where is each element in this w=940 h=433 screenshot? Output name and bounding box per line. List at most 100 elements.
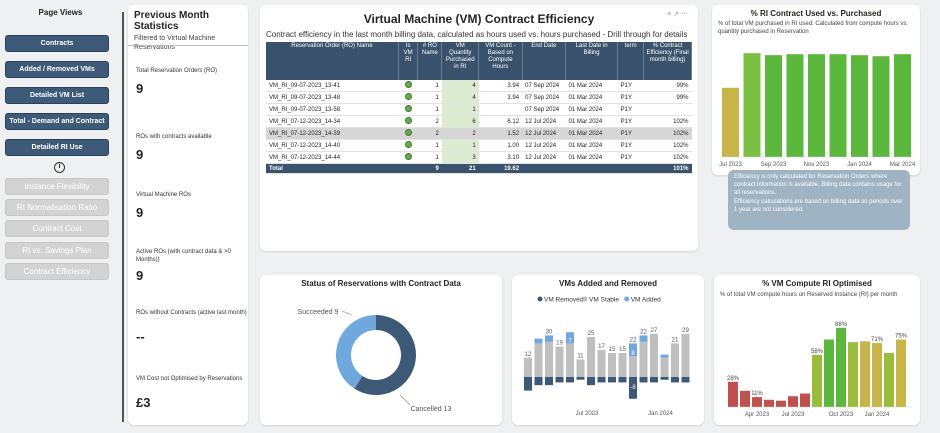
optimised-subtitle: % of total VM compute hours on Reserved …	[720, 292, 898, 298]
table-cell: 6	[441, 115, 479, 128]
table-row[interactable]: VM_RI_09-07-2023_13-48 1 4 3.94 07 Sep 2024 0…	[266, 91, 692, 104]
stat-label: VM Cost not Optimised by Reservations	[136, 376, 243, 382]
total-cell	[398, 163, 418, 174]
table-header-cell[interactable]: Reservation Order (RO) Name	[266, 42, 399, 80]
table-row[interactable]: VM_RI_09-07-2023_13-58 1 1 07 Sep 2024 01 Ma…	[266, 103, 692, 116]
nav-disabled-instance-flexibility: Instance Flexibility	[5, 178, 109, 195]
table-cell: 01 Mar 2024	[565, 139, 618, 152]
table-cell: 07 Sep 2024	[522, 91, 566, 104]
optimised-bar	[776, 400, 786, 407]
x-tick-label: Jul 2023	[576, 411, 599, 417]
vm-removed-bar	[618, 377, 627, 383]
check-icon	[404, 141, 412, 148]
stat-label: ROs without Contracts (active last month…	[136, 310, 247, 316]
optimised-bar	[812, 354, 822, 407]
table-cell: 99%	[643, 80, 692, 92]
table-row[interactable]: VM_RI_07-12-2023_14-39 2 2 1.52 12 Jul 2024 0…	[266, 127, 692, 140]
table-cell: 1	[417, 151, 442, 164]
table-row[interactable]: VM_RI_09-07-2023_13-41 1 4 3.94 07 Sep 2024 0…	[266, 80, 692, 92]
value-label: 15	[609, 347, 616, 353]
table-cell	[643, 103, 692, 116]
nav-button-detailed-ri-use[interactable]: Detailed RI Use	[5, 139, 109, 156]
table-cell: 07 Sep 2024	[522, 80, 566, 92]
value-label: 29	[682, 328, 689, 334]
vm-stable-bar	[629, 356, 637, 377]
value-label: 25	[588, 331, 595, 337]
nav-divider	[122, 12, 124, 422]
x-tick-label: Sep 2023	[761, 162, 787, 168]
vm-removed-bar	[534, 377, 543, 386]
table-total-row: Total 9 21 19.62 101%	[266, 163, 692, 174]
table-header-cell[interactable]: End Date	[522, 42, 567, 80]
x-tick-label: Apr 2023	[745, 412, 770, 418]
vm-stable-bar	[671, 343, 679, 377]
legend-label: VM Stable	[589, 297, 619, 304]
value-label: 27	[651, 328, 658, 334]
total-cell: 101%	[643, 163, 692, 174]
table-header-cell[interactable]: VM Quantity Purchased in RI	[441, 42, 480, 80]
table-cell: 01 Mar 2024	[565, 115, 618, 128]
ri-used-tooltip: Efficiency is only calculated for Reserv…	[728, 170, 910, 230]
table-cell: P1Y	[617, 80, 644, 92]
total-cell	[565, 163, 618, 174]
value-label: 22	[630, 337, 637, 343]
table-cell	[398, 139, 418, 152]
table-cell: VM_RI_09-07-2023_13-58	[266, 103, 399, 116]
optimised-bar	[728, 381, 738, 407]
table-cell: 12 Jul 2024	[522, 127, 566, 140]
table-row[interactable]: VM_RI_07-12-2023_14-40 1 1 1.00 12 Jul 2024 0…	[266, 139, 692, 152]
table-cell: 102%	[643, 139, 692, 152]
table-row[interactable]: VM_RI_07-12-2023_14-44 1 3 3.10 12 Jul 2024 0…	[266, 151, 692, 164]
optimised-bar	[896, 339, 906, 407]
table-cell: 1	[417, 91, 442, 104]
visual-header-icons[interactable]: ≡ ↗ ⋯	[667, 11, 688, 18]
table-cell: VM_RI_07-12-2023_14-34	[266, 115, 399, 128]
table-header-cell[interactable]: term	[617, 42, 645, 80]
stat-label: ROs with contracts available	[136, 134, 212, 140]
table-header-cell[interactable]: % Contract Efficiency (Final month billi…	[643, 42, 692, 80]
info-icon[interactable]: i	[54, 162, 65, 173]
table-cell: 1.00	[478, 139, 523, 152]
nav-button-detailed-vm-list[interactable]: Detailed VM List	[5, 87, 109, 104]
check-icon	[404, 117, 412, 124]
value-label: 7	[568, 338, 572, 344]
table-cell: 1	[417, 103, 442, 116]
nav-disabled-ri-vs-savings-plan: RI vs. Savings Plan	[5, 242, 109, 259]
vm-stable-bar	[660, 357, 669, 377]
optimised-title: % VM Compute RI Optimised	[762, 279, 872, 288]
value-label: 58%	[811, 349, 824, 355]
table-cell: 102%	[643, 127, 692, 140]
table-cell: 6.12	[478, 115, 523, 128]
total-cell: Total	[266, 163, 399, 174]
vm-removed-bar	[566, 377, 574, 383]
value-label: 15	[619, 347, 626, 353]
optimised-bar	[848, 342, 858, 407]
table-cell: P1Y	[617, 139, 644, 152]
vm-stable-bar	[566, 343, 574, 377]
nav-button-total-demand-and-contract[interactable]: Total - Demand and Contract	[5, 113, 109, 130]
value-label: 22	[640, 329, 647, 335]
table-cell: 102%	[643, 151, 692, 164]
nav-button-added-removed-vms[interactable]: Added / Removed VMs	[5, 61, 109, 78]
vm-added-bar	[660, 354, 669, 358]
table-cell: P1Y	[617, 115, 644, 128]
ri-bar	[722, 87, 739, 157]
table-row[interactable]: VM_RI_07-12-2023_14-34 2 6 6.12 12 Jul 2024 0…	[266, 115, 692, 128]
table-header-cell[interactable]: VM Count - Based on Compute Hours	[478, 42, 523, 80]
vm-removed-bar	[576, 377, 585, 380]
ri-used-chart: Jul 2023 Sep 2023 Nov 2023 Jan 2024 Mar 2024	[719, 53, 916, 168]
table-header-cell[interactable]: Is VM RI	[398, 42, 419, 80]
legend-marker	[624, 296, 630, 302]
table-header-cell[interactable]: Last Date in Billing	[565, 42, 619, 80]
vm-removed-bar	[608, 377, 616, 383]
check-icon	[404, 81, 412, 88]
table-cell: 12 Jul 2024	[522, 139, 566, 152]
efficiency-table: Reservation Order (RO) Name Is VM RI # RO …	[266, 42, 692, 174]
nav-button-contracts[interactable]: Contracts	[5, 35, 109, 52]
optimised-bar	[860, 341, 870, 407]
value-label: 75%	[895, 334, 908, 340]
table-cell: 4	[441, 80, 479, 92]
table-header-cell[interactable]: # RO Name	[417, 42, 443, 80]
table-cell: 07 Sep 2024	[522, 103, 566, 116]
